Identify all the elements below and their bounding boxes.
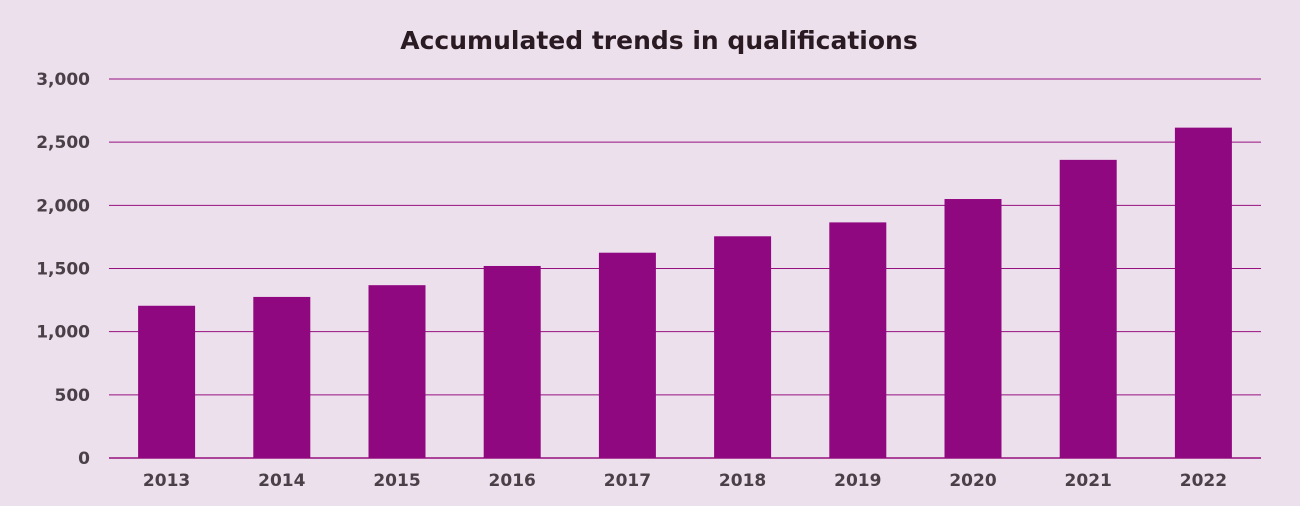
- bar-2019: [829, 222, 887, 458]
- y-tick-label: 2,500: [36, 133, 90, 153]
- bar-2021: [1059, 159, 1117, 458]
- x-tick-label: 2021: [1065, 471, 1112, 491]
- y-tick-label: 2,000: [36, 196, 90, 216]
- y-tick-label: 1,000: [36, 323, 90, 343]
- bar-2018: [714, 236, 772, 458]
- x-tick-label: 2017: [604, 471, 651, 491]
- bar-2017: [598, 252, 656, 458]
- chart-title: Accumulated trends in qualifications: [400, 26, 917, 55]
- y-axis-tick-labels: 0 500 1,000 1,500 2,000 2,500 3,000: [36, 70, 90, 469]
- y-tick-label: 500: [55, 386, 91, 406]
- x-axis-tick-labels: 2013 2014 2015 2016 2017 2018 2019 2020 2021 2022: [143, 471, 1227, 491]
- x-tick-label: 2020: [949, 471, 996, 491]
- x-tick-label: 2013: [143, 471, 190, 491]
- x-tick-label: 2014: [258, 471, 305, 491]
- y-tick-label: 3,000: [36, 70, 90, 90]
- x-tick-label: 2015: [373, 471, 420, 491]
- bar-2020: [944, 199, 1002, 458]
- y-tick-label: 0: [78, 449, 90, 469]
- bar-2022: [1174, 127, 1232, 458]
- x-tick-label: 2016: [489, 471, 536, 491]
- bar-2016: [483, 265, 541, 458]
- bar-2014: [253, 296, 311, 458]
- x-tick-label: 2019: [834, 471, 881, 491]
- x-tick-label: 2018: [719, 471, 766, 491]
- bar-2013: [138, 305, 196, 458]
- bars: [138, 127, 1232, 458]
- y-tick-label: 1,500: [36, 260, 90, 280]
- bar-2015: [368, 285, 426, 458]
- x-tick-label: 2022: [1180, 471, 1227, 491]
